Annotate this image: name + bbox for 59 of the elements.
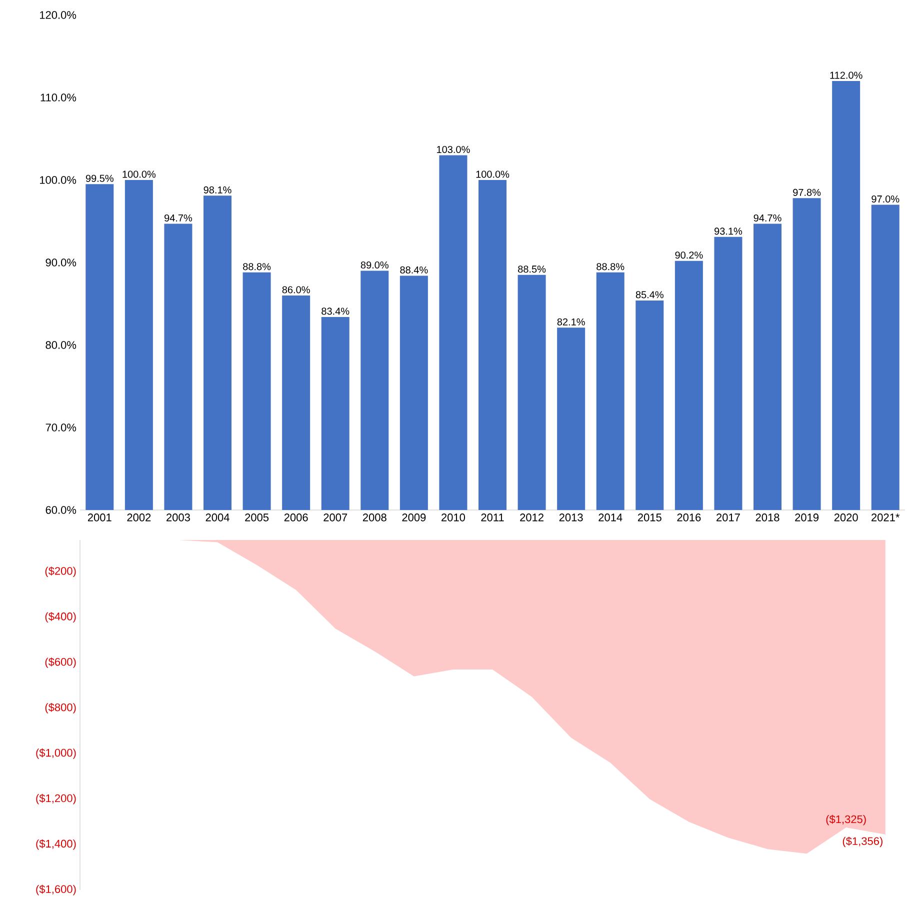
x-tick-label: 2021* bbox=[872, 514, 900, 522]
x-tick-label: 2008 bbox=[362, 514, 386, 522]
data-label: 88.8% bbox=[596, 263, 624, 270]
x-tick-label: 2001 bbox=[88, 514, 112, 522]
data-label: 97.8% bbox=[793, 188, 821, 196]
x-tick-label: 2004 bbox=[206, 514, 230, 522]
x-tick-label: 2010 bbox=[442, 514, 466, 522]
y-tick-label: ($1,400) bbox=[36, 839, 76, 850]
data-label: 100.0% bbox=[122, 170, 156, 178]
x-tick-label: 2020 bbox=[834, 514, 858, 522]
data-label: 83.4% bbox=[322, 308, 350, 315]
data-label: ($1,325) bbox=[826, 814, 866, 826]
x-tick-label: 2007 bbox=[324, 514, 348, 522]
y-tick-label: 70.0% bbox=[46, 424, 76, 432]
x-tick-label: 2015 bbox=[638, 514, 662, 522]
data-label: ($1,356) bbox=[842, 836, 882, 848]
y-tick-label: 120.0% bbox=[40, 11, 76, 19]
y-tick-label: 100.0% bbox=[40, 176, 76, 184]
data-label: 88.8% bbox=[243, 263, 271, 270]
data-label: 89.0% bbox=[360, 261, 388, 269]
x-tick-label: 2018 bbox=[756, 514, 780, 522]
x-tick-label: 2017 bbox=[716, 514, 740, 522]
data-label: 86.0% bbox=[282, 286, 310, 294]
y-tick-label: ($400) bbox=[45, 612, 76, 622]
data-label: 112.0% bbox=[830, 72, 862, 79]
y-tick-label: 60.0% bbox=[46, 506, 76, 514]
data-label: 98.1% bbox=[204, 186, 232, 194]
y-tick-label: ($200) bbox=[45, 566, 76, 578]
x-tick-label: 2014 bbox=[598, 514, 622, 522]
y-tick-label: 90.0% bbox=[46, 258, 76, 266]
data-label: 88.4% bbox=[400, 266, 428, 274]
x-tick-label: 2006 bbox=[284, 514, 308, 522]
y-tick-label: ($800) bbox=[45, 702, 76, 714]
x-tick-label: 2012 bbox=[520, 514, 544, 522]
data-label: 85.4% bbox=[636, 291, 664, 298]
data-label: 103.0% bbox=[437, 146, 470, 154]
data-label: 94.7% bbox=[164, 214, 192, 222]
y-tick-label: ($1,000) bbox=[36, 748, 76, 759]
y-tick-label: 80.0% bbox=[46, 341, 76, 349]
x-tick-label: 2002 bbox=[127, 514, 151, 522]
x-tick-label: 2011 bbox=[481, 514, 504, 522]
data-label: 94.7% bbox=[754, 214, 782, 222]
data-label: 88.5% bbox=[518, 266, 546, 273]
x-tick-label: 2013 bbox=[559, 514, 583, 522]
x-tick-label: 2005 bbox=[245, 514, 269, 522]
data-label: 99.5% bbox=[86, 174, 114, 182]
x-tick-label: 2009 bbox=[402, 514, 426, 522]
data-label: 93.1% bbox=[714, 228, 742, 235]
y-tick-label: ($600) bbox=[45, 658, 76, 668]
x-tick-label: 2019 bbox=[795, 514, 819, 522]
x-tick-label: 2003 bbox=[166, 514, 190, 522]
y-tick-label: 110.0% bbox=[40, 94, 76, 102]
data-label: 82.1% bbox=[557, 318, 585, 326]
data-label: 90.2% bbox=[675, 252, 703, 259]
data-label: 100.0% bbox=[476, 170, 510, 178]
y-tick-label: ($1,600) bbox=[36, 884, 76, 896]
y-tick-label: ($1,200) bbox=[36, 794, 76, 804]
data-label: 97.0% bbox=[872, 195, 900, 203]
x-tick-label: 2016 bbox=[677, 514, 701, 522]
